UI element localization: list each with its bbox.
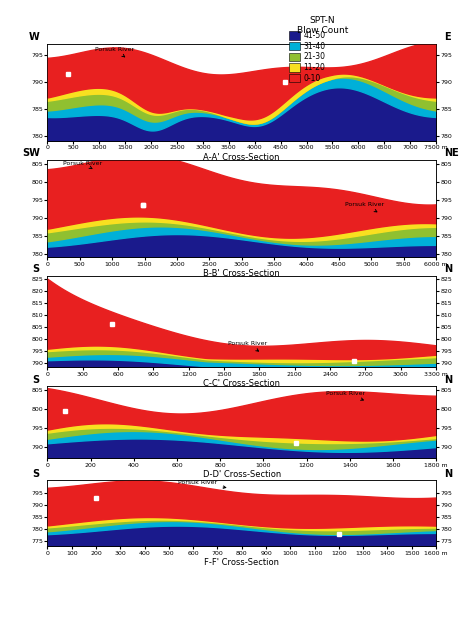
- Text: 11-20: 11-20: [303, 63, 325, 72]
- Text: E: E: [444, 32, 450, 42]
- Text: Porsuk River: Porsuk River: [64, 161, 102, 169]
- Text: N: N: [444, 375, 452, 385]
- Text: Porsuk River: Porsuk River: [178, 480, 226, 489]
- Text: S: S: [33, 375, 40, 385]
- X-axis label: D-D' Cross-Section: D-D' Cross-Section: [202, 470, 281, 479]
- Text: W: W: [29, 32, 40, 42]
- Text: Blow Count: Blow Count: [297, 26, 348, 35]
- Text: S: S: [33, 264, 40, 274]
- Text: SPT-N: SPT-N: [310, 16, 335, 24]
- Text: 41-50: 41-50: [303, 31, 326, 40]
- Text: NE: NE: [444, 148, 459, 158]
- X-axis label: F-F' Cross-Section: F-F' Cross-Section: [204, 558, 279, 567]
- Text: Porsuk River: Porsuk River: [326, 391, 365, 400]
- Text: 31-40: 31-40: [303, 41, 326, 51]
- Text: Porsuk River: Porsuk River: [345, 202, 384, 212]
- Text: Porsuk River: Porsuk River: [95, 47, 134, 57]
- Text: SW: SW: [22, 148, 40, 158]
- X-axis label: A-A' Cross-Section: A-A' Cross-Section: [203, 153, 280, 162]
- Text: Porsuk River: Porsuk River: [228, 341, 267, 351]
- Text: S: S: [33, 469, 40, 479]
- X-axis label: C-C' Cross-Section: C-C' Cross-Section: [203, 379, 280, 388]
- Text: 0-10: 0-10: [303, 73, 320, 83]
- Text: N: N: [444, 469, 452, 479]
- X-axis label: B-B' Cross-Section: B-B' Cross-Section: [203, 269, 280, 278]
- Text: 21-30: 21-30: [303, 52, 325, 62]
- Text: N: N: [444, 264, 452, 274]
